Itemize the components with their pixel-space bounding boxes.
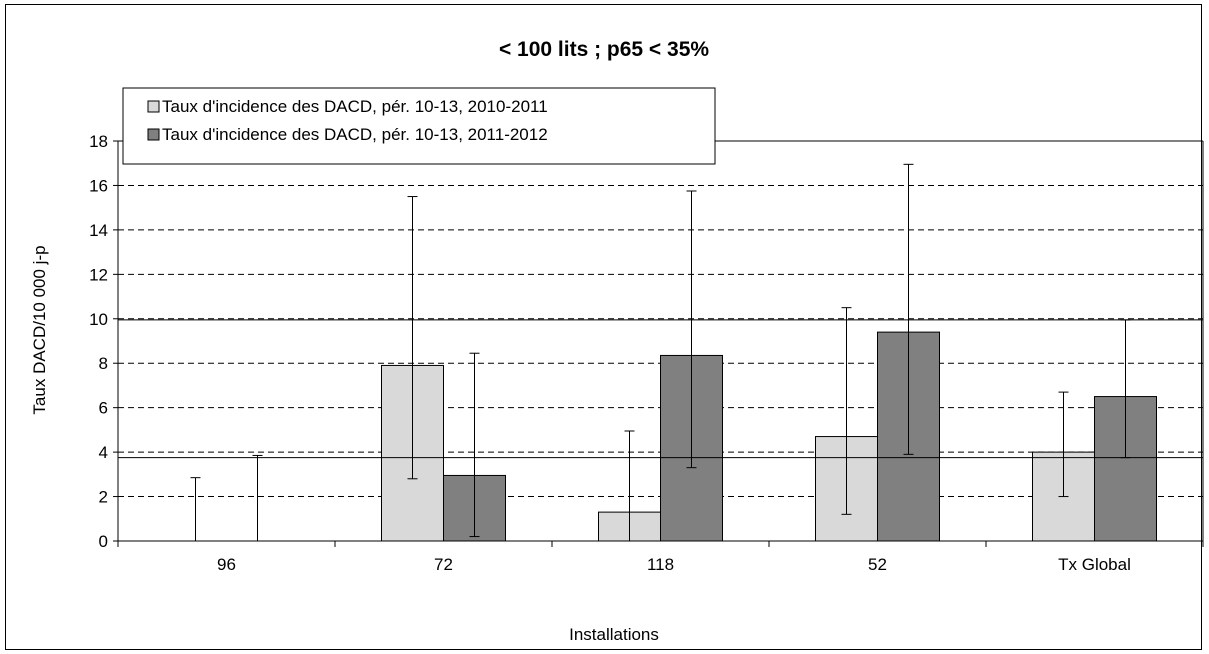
x-tick-label: Tx Global bbox=[1058, 555, 1131, 574]
y-tick-label: 12 bbox=[89, 265, 108, 284]
x-tick-label: 118 bbox=[647, 555, 674, 574]
y-tick-label: 14 bbox=[89, 221, 108, 240]
legend-box bbox=[122, 87, 716, 165]
chart-title: < 100 lits ; p65 < 35% bbox=[499, 38, 709, 61]
legend: Taux d'incidence des DACD, pér. 10-13, 2… bbox=[122, 87, 716, 165]
x-tick-label: 72 bbox=[434, 555, 453, 574]
y-tick-label: 16 bbox=[89, 176, 108, 195]
y-tick-label: 6 bbox=[99, 399, 108, 418]
legend-swatch-series-1 bbox=[147, 100, 160, 113]
y-tick-label: 18 bbox=[89, 132, 108, 151]
y-tick-label: 0 bbox=[99, 532, 108, 551]
error-bars bbox=[190, 163, 1131, 541]
y-axis-label: Taux DACD/10 000 j-p bbox=[30, 245, 49, 414]
y-tick-label: 8 bbox=[99, 354, 108, 373]
legend-label-series-1: Taux d'incidence des DACD, pér. 10-13, 2… bbox=[162, 97, 548, 116]
y-tick-label: 2 bbox=[99, 488, 108, 507]
legend-swatch-series-2 bbox=[147, 128, 160, 141]
y-tick-label: 10 bbox=[89, 310, 108, 329]
y-tick-label: 4 bbox=[99, 443, 108, 462]
x-axis-label: Installations bbox=[569, 625, 659, 644]
x-tick-label: 52 bbox=[868, 555, 887, 574]
reference-lines bbox=[118, 319, 1203, 459]
legend-label-series-2: Taux d'incidence des DACD, pér. 10-13, 2… bbox=[162, 125, 548, 144]
x-tick-label: 96 bbox=[217, 555, 236, 574]
